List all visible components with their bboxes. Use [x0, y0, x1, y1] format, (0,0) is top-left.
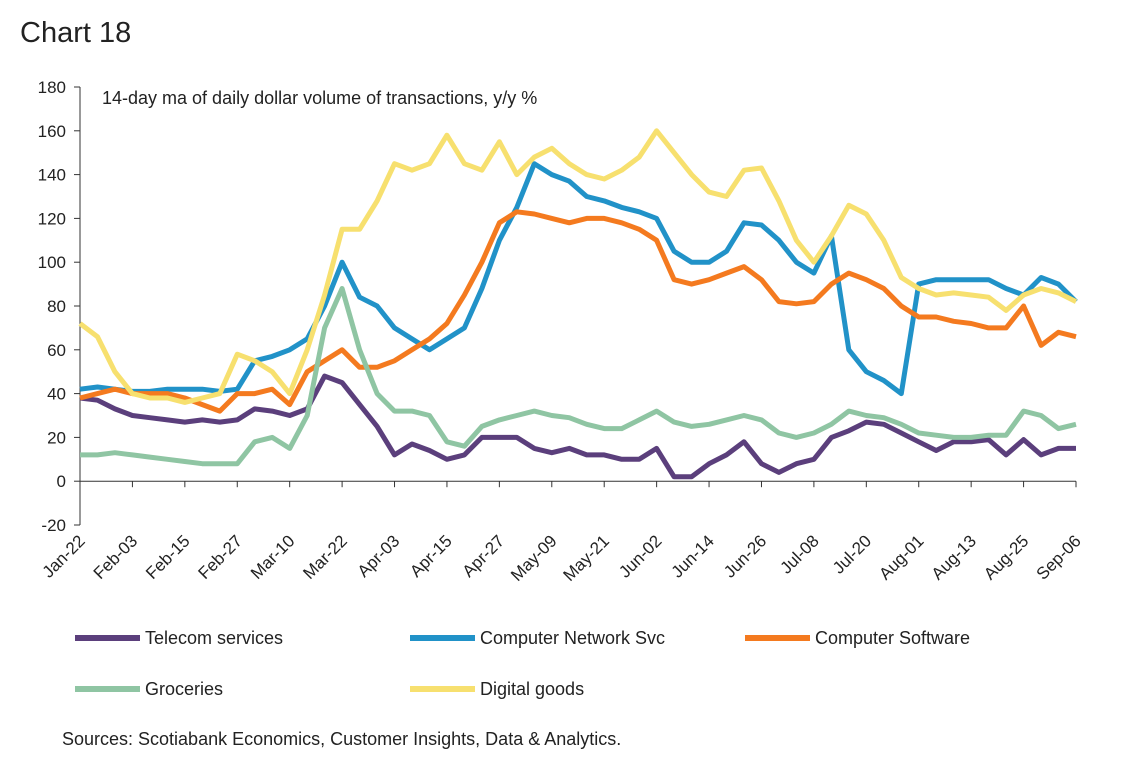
legend-label: Computer Network Svc	[480, 628, 665, 648]
x-tick-label: Jul-20	[829, 531, 875, 577]
x-tick-label: May-09	[507, 531, 561, 585]
x-tick-label: Aug-13	[928, 531, 980, 583]
x-tick-label: Jun-26	[720, 531, 770, 581]
y-tick-label: -20	[41, 516, 66, 535]
y-tick-label: 80	[47, 297, 66, 316]
x-tick-label: Aug-01	[875, 531, 927, 583]
x-tick-label: Jun-02	[615, 531, 665, 581]
x-tick-label: Mar-22	[299, 531, 351, 583]
legend-label: Computer Software	[815, 628, 970, 648]
x-tick-label: Aug-25	[980, 531, 1032, 583]
annotation: 14-day ma of daily dollar volume of tran…	[102, 88, 537, 108]
x-tick-label: Sep-06	[1033, 531, 1085, 583]
x-tick-label: Feb-27	[195, 531, 247, 583]
y-tick-label: 140	[38, 166, 66, 185]
y-tick-label: 180	[38, 78, 66, 97]
x-tick-label: Apr-03	[354, 531, 404, 581]
series-line	[78, 128, 1078, 405]
series-line	[79, 373, 1076, 480]
source-note: Sources: Scotiabank Economics, Customer …	[62, 729, 621, 749]
x-tick-label: Jun-14	[668, 531, 718, 581]
y-tick-label: 160	[38, 122, 66, 141]
series-line	[79, 209, 1077, 414]
x-tick-label: Feb-15	[142, 531, 194, 583]
chart-title: Chart 18	[20, 17, 131, 49]
legend-label: Telecom services	[145, 628, 283, 648]
y-tick-label: 120	[38, 209, 66, 228]
y-tick-label: 0	[57, 472, 66, 491]
y-tick-label: 20	[47, 428, 66, 447]
y-tick-label: 60	[47, 341, 66, 360]
x-tick-label: May-21	[560, 531, 614, 585]
y-tick-label: 100	[38, 253, 66, 272]
legend-label: Digital goods	[480, 679, 584, 699]
series-line	[79, 161, 1078, 397]
series-line	[80, 286, 1077, 467]
y-tick-label: 40	[47, 385, 66, 404]
x-tick-label: Feb-03	[90, 531, 142, 583]
x-tick-label: Jan-22	[39, 531, 89, 581]
legend-label: Groceries	[145, 679, 223, 699]
x-tick-label: Apr-27	[459, 531, 509, 581]
x-tick-label: Jul-08	[777, 531, 823, 577]
x-tick-label: Apr-15	[406, 531, 456, 581]
x-tick-label: Mar-10	[247, 531, 299, 583]
